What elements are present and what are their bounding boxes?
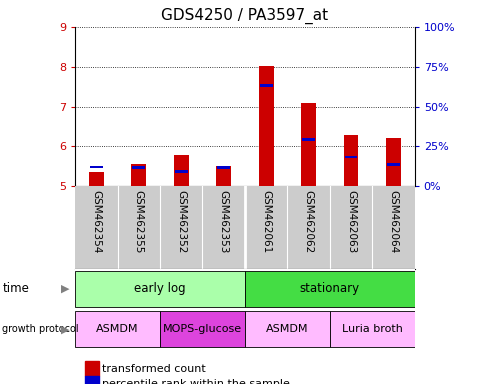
Bar — [244, 311, 329, 348]
Text: GSM462353: GSM462353 — [218, 190, 228, 254]
Bar — [301, 103, 316, 186]
Text: time: time — [2, 283, 29, 295]
Text: GSM462355: GSM462355 — [134, 190, 144, 254]
Bar — [173, 155, 188, 186]
Text: transformed count: transformed count — [102, 364, 205, 374]
Bar — [175, 170, 187, 173]
Text: GSM462062: GSM462062 — [303, 190, 313, 253]
Text: GSM462061: GSM462061 — [260, 190, 271, 253]
Bar — [216, 166, 231, 186]
Bar — [75, 271, 244, 307]
Text: GSM462064: GSM462064 — [388, 190, 398, 253]
Bar — [132, 166, 145, 169]
Bar — [344, 156, 357, 158]
Text: ASMDM: ASMDM — [266, 324, 308, 334]
Text: GSM462354: GSM462354 — [91, 190, 101, 254]
Bar — [217, 166, 229, 169]
Text: GSM462063: GSM462063 — [345, 190, 355, 253]
Bar — [75, 311, 160, 348]
Bar — [343, 135, 358, 186]
Text: ▶: ▶ — [61, 284, 70, 294]
Text: early log: early log — [134, 283, 185, 295]
Text: MOPS-glucose: MOPS-glucose — [163, 324, 242, 334]
Bar — [302, 139, 314, 141]
Text: GSM462352: GSM462352 — [176, 190, 186, 254]
Bar — [329, 311, 414, 348]
Text: percentile rank within the sample: percentile rank within the sample — [102, 379, 289, 384]
Bar — [258, 66, 273, 186]
Bar — [89, 172, 104, 186]
Text: growth protocol: growth protocol — [2, 324, 79, 334]
Bar — [259, 84, 272, 87]
Text: ASMDM: ASMDM — [96, 324, 138, 334]
Text: ▶: ▶ — [61, 324, 70, 334]
Bar — [386, 163, 399, 166]
Bar — [160, 311, 244, 348]
Bar — [131, 164, 146, 186]
Text: stationary: stationary — [299, 283, 359, 295]
Text: Luria broth: Luria broth — [341, 324, 402, 334]
Bar — [244, 271, 414, 307]
Title: GDS4250 / PA3597_at: GDS4250 / PA3597_at — [161, 8, 328, 24]
Bar — [90, 166, 103, 168]
Bar — [385, 137, 400, 186]
